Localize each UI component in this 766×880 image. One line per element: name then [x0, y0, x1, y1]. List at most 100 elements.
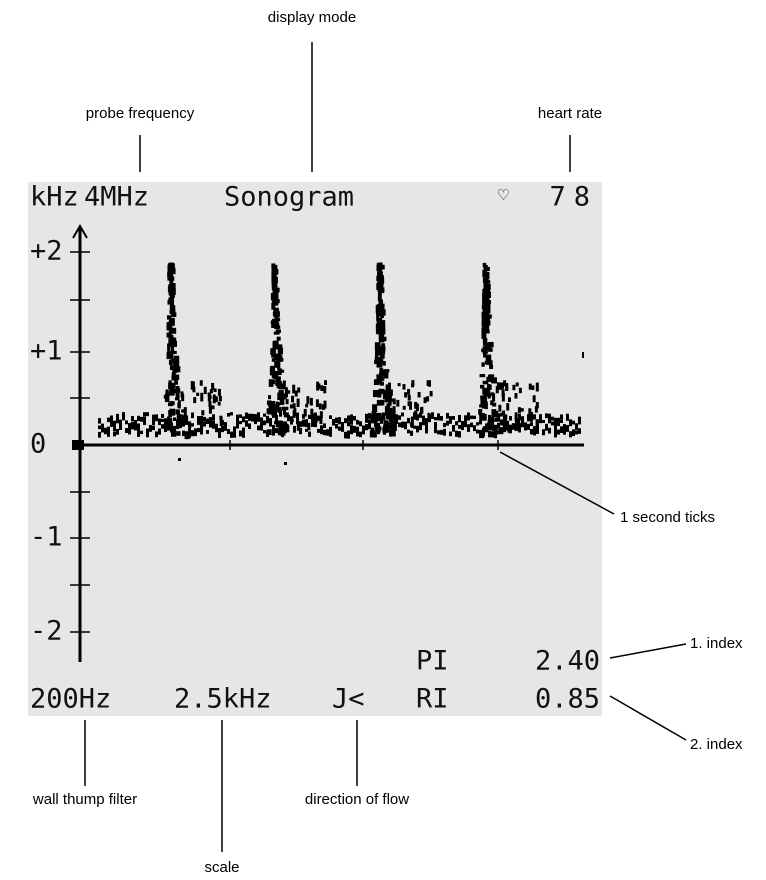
sonogram-pixel — [347, 415, 350, 421]
sonogram-pixel — [530, 429, 533, 435]
sonogram-pixel — [218, 432, 221, 438]
sonogram-pixel — [516, 423, 519, 427]
sonogram-pixel — [277, 337, 281, 341]
sonogram-pixel — [173, 417, 176, 421]
sonogram-pixel — [498, 428, 503, 434]
sonogram-pixel — [393, 425, 396, 431]
sonogram-pixel — [310, 398, 313, 406]
sonogram-pixel — [272, 425, 275, 430]
sonogram-pixel — [383, 361, 386, 366]
sonogram-pixel — [242, 428, 245, 433]
sonogram-pixel — [376, 315, 379, 321]
sonogram-pixel — [578, 428, 581, 434]
sonogram-pixel — [404, 422, 407, 427]
sonogram-pixel — [260, 422, 263, 426]
sonogram-pixel — [484, 308, 488, 314]
sonogram-pixel — [116, 414, 119, 420]
sonogram-pixel — [209, 417, 212, 424]
sonogram-pixel — [391, 430, 396, 436]
sonogram-pixel — [398, 383, 401, 386]
sonogram-pixel — [458, 415, 461, 421]
sonogram-pixel — [563, 428, 566, 434]
sonogram-pixel — [213, 394, 216, 403]
sonogram-pixel — [356, 427, 359, 432]
sonogram-pixel — [482, 294, 486, 300]
sonogram-pixel — [137, 416, 140, 421]
sonogram-pixel — [273, 341, 278, 348]
sonogram-pixel — [275, 322, 278, 325]
annotation: heart rate — [538, 105, 602, 122]
sonogram-pixel — [317, 429, 320, 433]
sonogram-pixel — [169, 360, 172, 365]
sonogram-pixel — [401, 413, 404, 417]
sonogram-pixel — [248, 423, 251, 429]
sonogram-pixel — [449, 416, 452, 421]
sonogram-pixel — [557, 430, 560, 435]
sonogram-pixel — [479, 415, 485, 421]
sonogram-pixel — [572, 421, 575, 425]
sonogram-pixel — [146, 429, 149, 433]
sonogram-pixel — [167, 300, 172, 304]
sonogram-pixel — [420, 408, 423, 413]
sonogram-pixel — [283, 381, 286, 388]
sonogram-pixel — [427, 380, 430, 386]
sonogram-pixel — [209, 405, 212, 414]
sonogram-pixel — [551, 422, 554, 426]
sonogram-pixel — [131, 422, 134, 429]
sonogram-pixel — [368, 419, 371, 423]
sonogram-pixel — [137, 432, 140, 437]
sonogram-pixel — [479, 420, 482, 424]
sonogram-pixel — [368, 413, 371, 419]
sonogram-pixel — [398, 423, 401, 428]
annotation: direction of flow — [305, 791, 409, 808]
sonogram-pixel — [563, 424, 566, 429]
ri-label: RI — [416, 684, 449, 715]
sonogram-pixel — [486, 318, 490, 326]
sonogram-pixel — [101, 424, 104, 428]
sonogram-pixel — [319, 403, 322, 409]
sonogram-pixel — [242, 416, 245, 422]
sonogram-pixel — [533, 430, 536, 435]
sonogram-pixel — [531, 385, 534, 390]
sonogram-pixel — [470, 416, 473, 419]
sonogram-pixel — [539, 417, 542, 423]
sonogram-pixel — [378, 271, 381, 276]
sonogram-pixel — [434, 427, 437, 433]
annotation: wall thump filter — [32, 791, 137, 808]
sonogram-pixel — [461, 424, 464, 430]
annotation: scale — [204, 859, 239, 876]
sonogram-pixel — [208, 393, 211, 402]
sonogram-pixel — [254, 414, 257, 419]
sonogram-pixel — [478, 409, 482, 415]
sonogram-pixel — [350, 418, 353, 425]
sonogram-pixel — [165, 394, 170, 402]
sonogram-pixel — [335, 418, 338, 424]
sonogram-pixel — [168, 275, 171, 279]
sonogram-pixel — [414, 410, 417, 416]
sonogram-pixel — [320, 425, 323, 431]
pi-label: PI — [416, 646, 449, 677]
sonogram-pixel — [239, 421, 242, 424]
sonogram-pixel — [430, 391, 433, 396]
sonogram-pixel — [218, 428, 221, 432]
sonogram-pixel — [416, 426, 419, 433]
sonogram-pixel — [377, 362, 383, 368]
sonogram-pixel — [230, 412, 233, 415]
sonogram-pixel — [286, 399, 289, 404]
sonogram-pixel — [344, 432, 347, 439]
sonogram-pixel — [212, 414, 215, 420]
display-mode: Sonogram — [224, 182, 354, 213]
sonogram-pixel — [273, 375, 278, 379]
sonogram-pixel — [316, 399, 319, 407]
sonogram-pixel — [502, 393, 505, 402]
sonogram-pixel — [113, 431, 116, 436]
sonogram-pixel — [582, 352, 584, 358]
sonogram-pixel — [557, 421, 560, 426]
sonogram-pixel — [566, 416, 569, 421]
sonogram-pixel — [569, 431, 572, 437]
sonogram-pixel — [175, 358, 179, 366]
y-label: 0 — [30, 429, 46, 460]
sonogram-pixel — [221, 425, 224, 432]
sonogram-pixel — [176, 421, 179, 429]
sonogram-pixel — [172, 338, 176, 342]
